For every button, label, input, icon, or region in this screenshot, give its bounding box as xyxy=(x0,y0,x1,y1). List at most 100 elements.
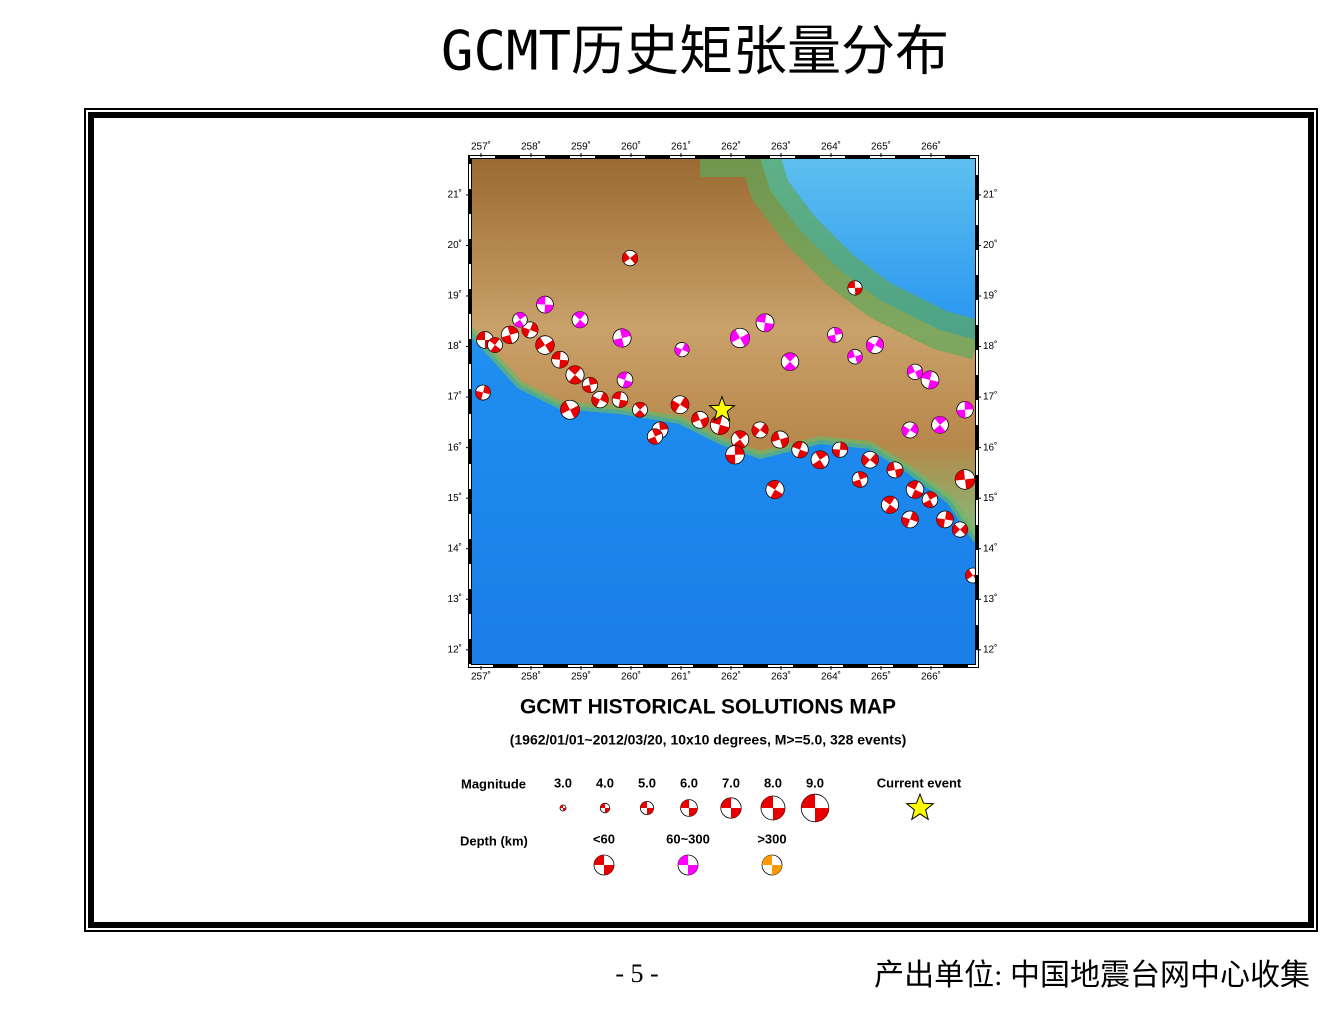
ball-quadrants xyxy=(680,799,698,817)
event xyxy=(670,395,690,415)
lat-tick-label: 12˚ xyxy=(983,643,997,655)
lat-tick-label: 15˚ xyxy=(448,492,462,504)
ball-quadrants xyxy=(847,349,863,364)
event xyxy=(591,391,609,409)
ball-quadrants xyxy=(901,423,919,437)
event xyxy=(827,327,843,343)
ball-quadrants xyxy=(560,805,566,811)
ball-quadrants xyxy=(568,365,582,384)
legend-depth-title: Depth (km) xyxy=(460,833,528,848)
map-title: GCMT HISTORICAL SOLUTIONS MAP xyxy=(520,696,896,719)
event xyxy=(646,428,664,445)
ball-quadrants xyxy=(956,401,974,418)
event xyxy=(500,325,520,345)
ball-quadrants xyxy=(600,803,610,813)
lon-tick-label: 261˚ xyxy=(671,141,691,153)
lon-tick-label: 264˚ xyxy=(821,141,841,153)
event xyxy=(791,441,809,459)
ball-quadrants xyxy=(691,412,709,428)
lon-tick-label: 257˚ xyxy=(471,671,491,683)
event xyxy=(729,327,751,349)
lon-tick-label: 259˚ xyxy=(571,671,591,683)
lon-tick-label: 261˚ xyxy=(671,671,691,683)
event xyxy=(881,495,899,514)
event xyxy=(866,336,884,355)
ball-quadrants xyxy=(923,491,937,508)
lat-tick-label: 14˚ xyxy=(983,542,997,554)
event xyxy=(780,352,800,371)
ball-quadrants xyxy=(955,469,975,490)
ball-quadrants xyxy=(551,351,569,369)
lat-tick-label: 20˚ xyxy=(983,239,997,251)
legend-magnitude-ball xyxy=(720,797,742,819)
ball-quadrants xyxy=(952,524,968,536)
ball-quadrants xyxy=(647,428,663,445)
event xyxy=(571,311,589,329)
ball-quadrants xyxy=(886,462,904,478)
ball-quadrants xyxy=(771,431,789,448)
ball-quadrants xyxy=(475,385,491,400)
lat-tick-label: 20˚ xyxy=(448,239,462,251)
legend-magnitude-label: 8.0 xyxy=(764,775,782,790)
ball-quadrants xyxy=(761,796,785,820)
event xyxy=(632,401,648,418)
ball-quadrants xyxy=(617,372,633,388)
lon-tick-label: 257˚ xyxy=(471,141,491,153)
lat-tick-label: 18˚ xyxy=(983,340,997,352)
event xyxy=(691,411,709,429)
ball-quadrants xyxy=(882,496,898,514)
legend-depth-label: <60 xyxy=(593,831,615,846)
ball-quadrants xyxy=(752,423,768,437)
lat-tick-label: 17˚ xyxy=(983,391,997,403)
lat-tick-label: 18˚ xyxy=(448,340,462,352)
event xyxy=(674,342,690,358)
event xyxy=(936,510,954,529)
event xyxy=(886,461,904,479)
legend-depth-label: >300 xyxy=(757,831,786,846)
legend-magnitude-ball xyxy=(640,801,654,815)
star xyxy=(905,792,935,821)
lat-tick-label: 16˚ xyxy=(983,441,997,453)
ball-quadrants xyxy=(613,328,631,348)
ball-quadrants xyxy=(921,370,939,389)
event xyxy=(956,401,974,419)
lon-tick-label: 260˚ xyxy=(621,671,641,683)
ball-quadrants xyxy=(936,511,954,528)
legend-magnitude-ball xyxy=(760,795,786,821)
event xyxy=(831,441,849,458)
lon-tick-label: 262˚ xyxy=(721,141,741,153)
legend-magnitude-label: 9.0 xyxy=(806,775,824,790)
event xyxy=(487,337,503,353)
ball-quadrants xyxy=(907,480,923,499)
lon-tick-label: 262˚ xyxy=(721,671,741,683)
event xyxy=(765,480,785,500)
lat-tick-label: 21˚ xyxy=(983,189,997,201)
lat-tick-label: 21˚ xyxy=(448,189,462,201)
ball-quadrants xyxy=(634,402,646,418)
event xyxy=(730,430,750,449)
ball-quadrants xyxy=(933,416,947,434)
page-number: - 5 - xyxy=(615,959,658,988)
lat-tick-label: 15˚ xyxy=(983,492,997,504)
lon-tick-label: 263˚ xyxy=(771,671,791,683)
ball-quadrants xyxy=(861,453,879,467)
event xyxy=(475,384,491,401)
lat-tick-label: 19˚ xyxy=(983,290,997,302)
legend-magnitude-title: Magnitude xyxy=(461,776,526,791)
legend-depth-label: 60~300 xyxy=(666,831,710,846)
event xyxy=(906,363,924,380)
event xyxy=(901,510,919,529)
event xyxy=(612,328,632,348)
legend-current-label: Current event xyxy=(877,775,962,790)
ball-quadrants xyxy=(640,801,654,815)
ball-quadrants xyxy=(827,327,843,343)
lat-tick-label: 13˚ xyxy=(448,593,462,605)
legend-magnitude-label: 3.0 xyxy=(554,775,572,790)
lat-tick-label: 17˚ xyxy=(448,391,462,403)
ball-quadrants xyxy=(767,480,783,499)
event xyxy=(901,421,919,439)
ball-quadrants xyxy=(847,280,863,296)
event xyxy=(512,312,528,328)
ball-quadrants xyxy=(801,794,829,822)
